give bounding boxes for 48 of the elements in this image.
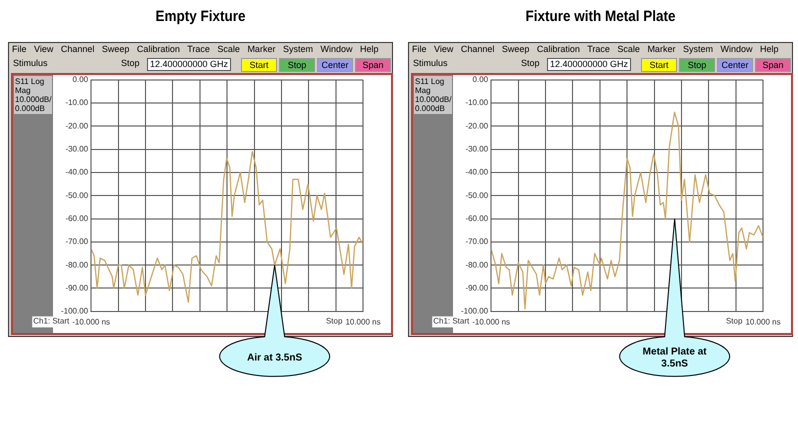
text: Stop — [326, 316, 343, 326]
text: Stop — [121, 58, 140, 68]
y-tick-label: -30.00 — [65, 144, 89, 154]
text: Stimulus — [13, 58, 48, 68]
toolbar-button: Center — [717, 58, 753, 72]
y-tick-label: -40.00 — [65, 168, 89, 177]
text: Stimulus — [413, 58, 448, 68]
y-tick-label: -90.00 — [65, 283, 89, 292]
y-tick-label: -90.00 — [465, 283, 489, 292]
y-tick-label: -50.00 — [65, 190, 89, 200]
toolbar-button: Start — [241, 58, 277, 72]
x-tick-label: -10.000 ns — [72, 317, 110, 326]
toolbar-button: Span — [355, 58, 391, 72]
y-tick-label: -100.00 — [460, 306, 489, 316]
y-tick-label: 0.00 — [472, 75, 489, 84]
text: File View Channel Sweep Calibration Trace Scale Marker System Window Help — [12, 44, 378, 54]
toolbar-button: Start — [641, 58, 677, 72]
y-tick-label: -50.00 — [465, 190, 489, 200]
toolbar-button: Stop — [279, 58, 315, 72]
y-tick-label: -20.00 — [465, 121, 489, 130]
y-tick-label: -10.00 — [465, 98, 489, 108]
y-tick-label: 0.00 — [72, 75, 89, 84]
y-tick-label: -10.00 — [65, 98, 89, 108]
y-tick-label: -60.00 — [465, 214, 489, 223]
toolbar-button: Span — [755, 58, 791, 72]
text: File View Channel Sweep Calibration Trace Scale Marker System Window Help — [412, 44, 778, 54]
x-tick-label: 10.000 ns — [345, 317, 381, 326]
text: Ch1: Start — [433, 316, 470, 326]
y-tick-label: -60.00 — [65, 214, 89, 223]
frequency-field: 12.400000000 GHz — [147, 58, 232, 71]
text: Stop — [521, 58, 540, 68]
y-tick-label: -30.00 — [465, 144, 489, 154]
y-tick-label: -80.00 — [465, 260, 489, 270]
x-tick-label: 10.000 ns — [745, 317, 781, 326]
toolbar-button: Center — [317, 58, 353, 72]
text: Ch1: Start — [33, 316, 70, 326]
y-tick-label: -40.00 — [465, 168, 489, 177]
y-tick-label: -20.00 — [65, 121, 89, 130]
frequency-field: 12.400000000 GHz — [547, 58, 632, 71]
y-tick-label: -70.00 — [465, 237, 489, 246]
chart-title: Fixture with Metal Plate — [524, 8, 676, 25]
x-tick-label: -10.000 ns — [472, 317, 510, 326]
y-tick-label: -80.00 — [65, 260, 89, 270]
text: Stop — [726, 316, 743, 326]
toolbar-button: Stop — [679, 58, 715, 72]
y-tick-label: -70.00 — [65, 237, 89, 246]
y-tick-label: -100.00 — [60, 306, 89, 316]
chart-title: Empty Fixture — [154, 8, 247, 25]
